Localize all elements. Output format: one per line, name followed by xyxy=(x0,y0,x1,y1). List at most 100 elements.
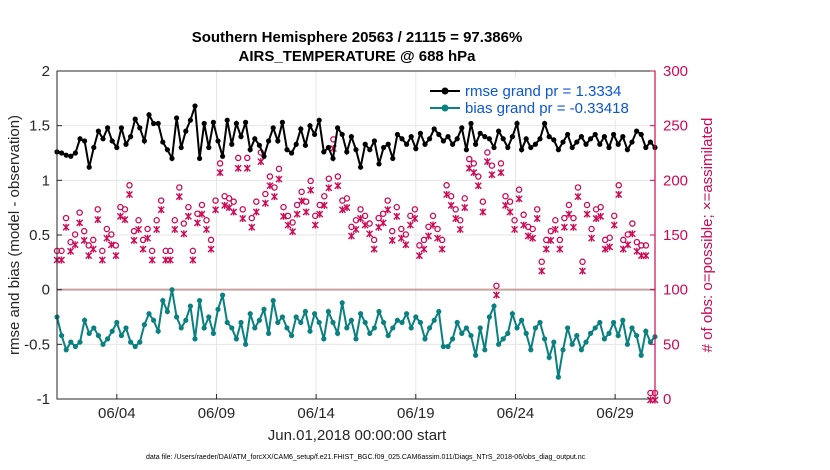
obs-possible-point xyxy=(298,188,305,196)
bias-point xyxy=(229,325,235,331)
bias-point xyxy=(247,311,253,317)
obs-assimilated-point xyxy=(298,197,306,205)
bias-point xyxy=(192,336,198,342)
obs-possible-point xyxy=(443,182,450,189)
obs-possible-point xyxy=(402,231,410,238)
y-axis-label-right: # of obs: o=possible; ×=assimilated xyxy=(699,118,716,353)
bias-point xyxy=(233,336,239,342)
obs-possible-point xyxy=(379,210,387,217)
bias-point xyxy=(151,317,157,323)
bias-point xyxy=(450,336,456,342)
bias-point xyxy=(321,336,327,342)
y-tick-label: 1.5 xyxy=(29,118,50,135)
bias-point xyxy=(468,332,474,339)
rmse-point xyxy=(532,141,539,147)
obs-assimilated-point xyxy=(148,256,156,264)
obs-possible-point xyxy=(388,227,396,235)
obs-possible-point xyxy=(302,198,310,205)
obs-assimilated-point xyxy=(62,223,70,231)
obs-assimilated-point xyxy=(125,190,133,198)
rmse-point xyxy=(371,138,377,144)
obs-assimilated-point xyxy=(524,232,532,240)
obs-assimilated-point xyxy=(352,225,360,233)
bias-line xyxy=(56,289,656,378)
legend: rmse grand pr = 1.3334 bias grand pr = -… xyxy=(425,78,649,120)
obs-possible-point xyxy=(157,197,165,204)
rmse-point xyxy=(197,155,203,162)
rmse-point xyxy=(394,131,400,138)
bias-point xyxy=(261,306,267,312)
x-tick-label: 06/14 xyxy=(297,405,335,422)
rmse-point xyxy=(169,155,175,162)
obs-assimilated-point xyxy=(139,245,147,253)
obs-assimilated-point xyxy=(429,221,437,229)
obs-assimilated-point xyxy=(424,232,432,240)
obs-assimilated-point xyxy=(542,245,550,253)
obs-possible-point xyxy=(475,173,482,180)
obs-possible-point xyxy=(244,154,251,162)
obs-assimilated-point xyxy=(216,169,224,177)
obs-possible-point xyxy=(411,206,419,213)
bias-point xyxy=(215,306,221,312)
bias-point xyxy=(404,311,410,317)
bias-point xyxy=(376,308,382,315)
obs-assimilated-point xyxy=(338,206,346,214)
rmse-point xyxy=(592,131,598,138)
rmse-point xyxy=(413,146,419,152)
obs-possible-point xyxy=(176,184,183,191)
obs-assimilated-point xyxy=(112,252,120,260)
rmse-point xyxy=(362,141,368,147)
obs-assimilated-point xyxy=(483,158,491,166)
obs-possible-point xyxy=(588,225,595,233)
rmse-point xyxy=(385,141,391,147)
rmse-point xyxy=(588,136,594,142)
y-ticks-left: -1 -0.5 0 0.5 1 1.5 2 xyxy=(24,63,62,408)
rmse-point xyxy=(63,152,69,158)
obs-assimilated-point xyxy=(266,182,274,190)
obs-possible-point xyxy=(606,234,613,241)
obs-possible-point xyxy=(429,212,437,220)
x-tick-label: 06/04 xyxy=(98,405,136,422)
bias-point xyxy=(597,319,603,326)
obs-assimilated-point xyxy=(601,245,609,253)
rmse-point xyxy=(574,139,580,145)
obs-assimilated-point xyxy=(198,210,206,218)
bias-point xyxy=(335,330,341,336)
y-ticks-right: 0 50 100 150 200 250 300 xyxy=(650,63,688,408)
bias-point xyxy=(187,303,193,309)
rmse-point xyxy=(105,125,111,131)
rmse-point xyxy=(220,153,226,159)
obs-assimilated-point xyxy=(239,215,247,223)
bias-point xyxy=(109,328,115,334)
rmse-point xyxy=(436,131,442,138)
obs-assimilated-point xyxy=(384,206,392,214)
rmse-point xyxy=(606,144,612,151)
obs-assimilated-point xyxy=(615,190,623,198)
bias-point xyxy=(620,317,626,323)
obs-possible-point xyxy=(293,201,301,209)
bias-point xyxy=(592,325,598,331)
obs-possible-point xyxy=(574,184,582,191)
bias-point xyxy=(588,330,594,336)
bias-point xyxy=(634,332,640,339)
y-tick-label-right: 100 xyxy=(663,282,688,299)
bias-point xyxy=(210,330,216,336)
obs-assimilated-point xyxy=(406,221,414,229)
obs-assimilated-point xyxy=(551,225,559,233)
bias-point xyxy=(86,330,92,336)
x-tick-label: 06/09 xyxy=(198,405,236,422)
obs-assimilated-point xyxy=(89,245,97,253)
obs-possible-point xyxy=(325,175,333,182)
legend-bias-label: bias grand pr = -0.33418 xyxy=(465,100,629,117)
rmse-point xyxy=(146,112,152,118)
bias-point xyxy=(574,332,580,339)
obs-possible-point xyxy=(334,173,342,180)
obs-possible-point xyxy=(479,198,487,205)
obs-possible-point xyxy=(307,177,314,185)
rmse-point xyxy=(601,134,608,140)
obs-assimilated-point xyxy=(325,184,333,192)
rmse-point xyxy=(137,125,143,131)
legend-rmse-label: rmse grand pr = 1.3334 xyxy=(465,83,621,100)
bias-point xyxy=(325,308,331,315)
rmse-point xyxy=(82,138,88,144)
